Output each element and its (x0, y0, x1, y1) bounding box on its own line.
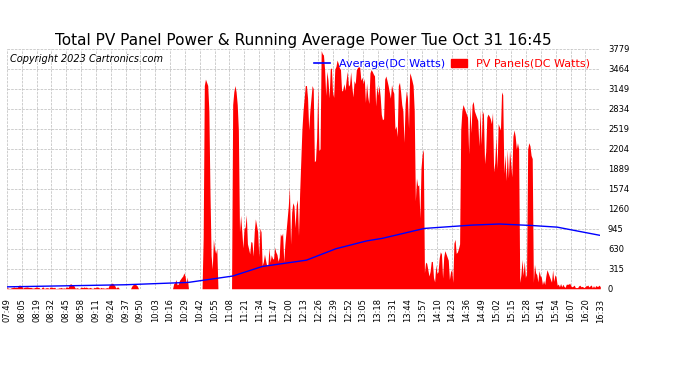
Title: Total PV Panel Power & Running Average Power Tue Oct 31 16:45: Total PV Panel Power & Running Average P… (55, 33, 552, 48)
Text: Copyright 2023 Cartronics.com: Copyright 2023 Cartronics.com (10, 54, 163, 63)
Legend: Average(DC Watts), PV Panels(DC Watts): Average(DC Watts), PV Panels(DC Watts) (309, 54, 595, 73)
